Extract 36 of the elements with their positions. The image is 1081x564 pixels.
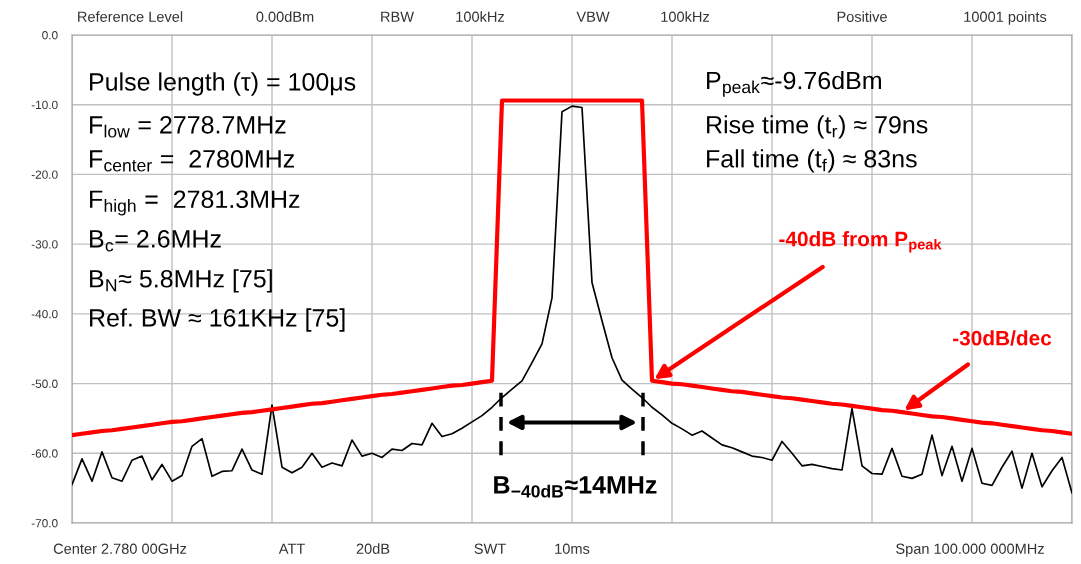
annotation: -30dB/dec — [953, 330, 1052, 346]
text: 10ms — [555, 543, 590, 554]
y-tick-label: -50.0 — [31, 379, 58, 388]
annotation: P$_{peak}$≈-9.76dBm — [707, 71, 881, 97]
annotation: B$_{N}$≈ 5.8MHz [75] — [90, 269, 272, 293]
y-tick-label: 0.0 — [42, 31, 58, 40]
text: SWT — [474, 543, 506, 554]
text: ATT — [278, 543, 305, 554]
y-tick-label: -70.0 — [31, 519, 58, 528]
annotation: F$_{low}$ = 2778.7MHz — [90, 115, 286, 138]
y-tick-label: -10.0 — [31, 100, 58, 110]
text: 20dB — [356, 543, 390, 554]
annotation: B$_{−40dB}$≈14MHz — [494, 476, 657, 498]
text: Reference Level — [78, 11, 183, 22]
text: 0.00dBm — [256, 11, 314, 22]
annotation: F$_{high}$ = 2781.3MHz — [90, 190, 300, 216]
annotation: Rise time (t$_{r}$) ≈ 79ns — [707, 115, 928, 139]
y-tick-label: -60.0 — [31, 449, 58, 458]
text: 10001 points — [964, 11, 1047, 25]
text: VBW — [576, 11, 610, 22]
y-tick-label: -40.0 — [31, 309, 58, 319]
annotation: B$_{c}$= 2.6MHz — [90, 229, 221, 252]
annotation: -40dB from P$_{peak}$ — [779, 231, 942, 253]
text: Span 100.000 000MHz — [896, 543, 1044, 557]
text: RBW — [381, 11, 414, 22]
text: Positive — [837, 11, 887, 22]
y-tick-label: -30.0 — [31, 240, 58, 249]
line-series — [72, 98, 1072, 438]
text: 100kHz — [456, 11, 504, 22]
text: Center 2.780 00GHz — [53, 543, 187, 554]
annotation: Ref. BW ≈ 161KHz [75] — [90, 308, 345, 332]
annotation: Fall time (t$_{f}$) ≈ 83ns — [707, 149, 917, 173]
annotation: Pulse length (τ) = 100μs — [90, 72, 356, 96]
y-tick-label: -20.0 — [31, 170, 58, 179]
text: 100kHz — [661, 11, 709, 22]
annotation: F$_{center}$ = 2780MHz — [90, 149, 294, 172]
